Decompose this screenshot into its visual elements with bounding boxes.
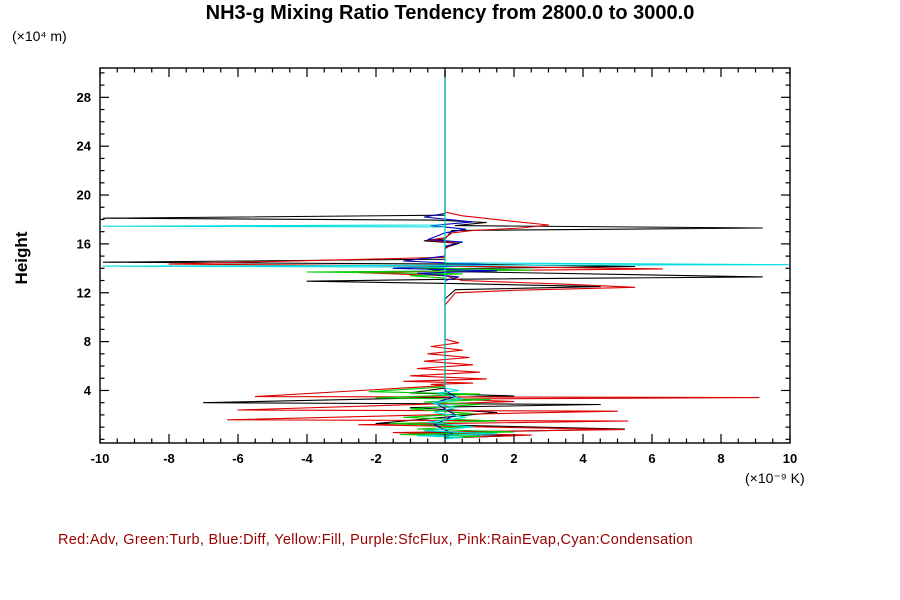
x-tick-label: 4 [579, 451, 587, 466]
x-tick-label: 2 [510, 451, 517, 466]
x-tick-label: -8 [163, 451, 175, 466]
x-tick-label: 0 [441, 451, 448, 466]
y-tick-label: 16 [77, 236, 91, 251]
y-tick-label: 20 [77, 188, 91, 203]
series-line-turb [306, 70, 532, 439]
x-tick-label: -2 [370, 451, 382, 466]
series-line-adv [168, 70, 760, 439]
x-tick-label: -4 [301, 451, 313, 466]
x-tick-label: -6 [232, 451, 244, 466]
x-tick-label: 8 [717, 451, 724, 466]
y-axis-unit-label: (×10⁴ m) [12, 28, 67, 44]
chart-title: NH3-g Mixing Ratio Tendency from 2800.0 … [205, 2, 695, 24]
y-tick-label: 24 [77, 139, 92, 154]
series-line-total(black) [102, 70, 763, 439]
x-tick-label: -10 [91, 451, 110, 466]
y-tick-label: 12 [77, 285, 91, 300]
x-tick-label: 6 [648, 451, 655, 466]
x-tick-label: 10 [783, 451, 797, 466]
series-color-legend: Red:Adv, Green:Turb, Blue:Diff, Yellow:F… [58, 532, 694, 548]
y-tick-label: 4 [84, 383, 92, 398]
y-tick-label: 8 [84, 334, 91, 349]
y-tick-label: 28 [77, 90, 91, 105]
series-line-condensation [102, 70, 789, 440]
x-axis-unit-label: (×10⁻⁹ K) [745, 470, 805, 486]
